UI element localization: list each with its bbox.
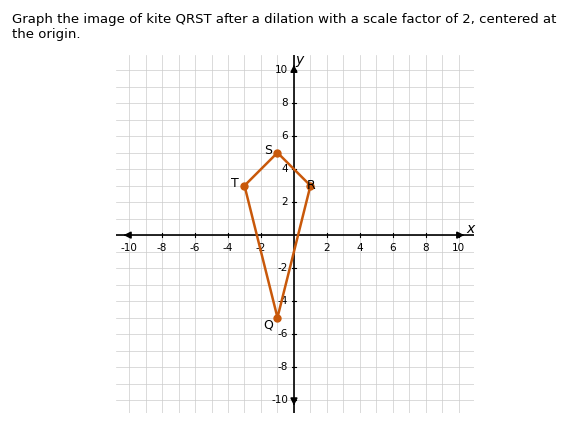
Text: y: y xyxy=(295,52,304,66)
Text: -10: -10 xyxy=(271,395,288,405)
Text: x: x xyxy=(466,222,475,236)
Text: -6: -6 xyxy=(190,242,200,253)
Text: 8: 8 xyxy=(423,242,429,253)
Text: 10: 10 xyxy=(275,65,288,75)
Text: 2: 2 xyxy=(281,197,288,207)
Text: T: T xyxy=(231,177,239,190)
Text: -4: -4 xyxy=(223,242,233,253)
Text: -2: -2 xyxy=(256,242,266,253)
Text: 8: 8 xyxy=(281,98,288,108)
Text: 4: 4 xyxy=(281,164,288,174)
Text: -2: -2 xyxy=(278,263,288,273)
Text: Graph the image of kite QRST after a dilation with a scale factor of 2, centered: Graph the image of kite QRST after a dil… xyxy=(12,13,556,41)
Text: -4: -4 xyxy=(278,296,288,306)
Text: 10: 10 xyxy=(453,242,465,253)
Text: 6: 6 xyxy=(281,131,288,141)
Text: 4: 4 xyxy=(357,242,363,253)
Text: -10: -10 xyxy=(121,242,138,253)
Text: -6: -6 xyxy=(278,329,288,339)
Text: -8: -8 xyxy=(278,362,288,372)
Text: 6: 6 xyxy=(390,242,396,253)
Text: Q: Q xyxy=(264,319,273,331)
Text: 2: 2 xyxy=(324,242,330,253)
Text: S: S xyxy=(264,144,272,157)
Text: R: R xyxy=(307,179,316,192)
Text: -8: -8 xyxy=(157,242,167,253)
